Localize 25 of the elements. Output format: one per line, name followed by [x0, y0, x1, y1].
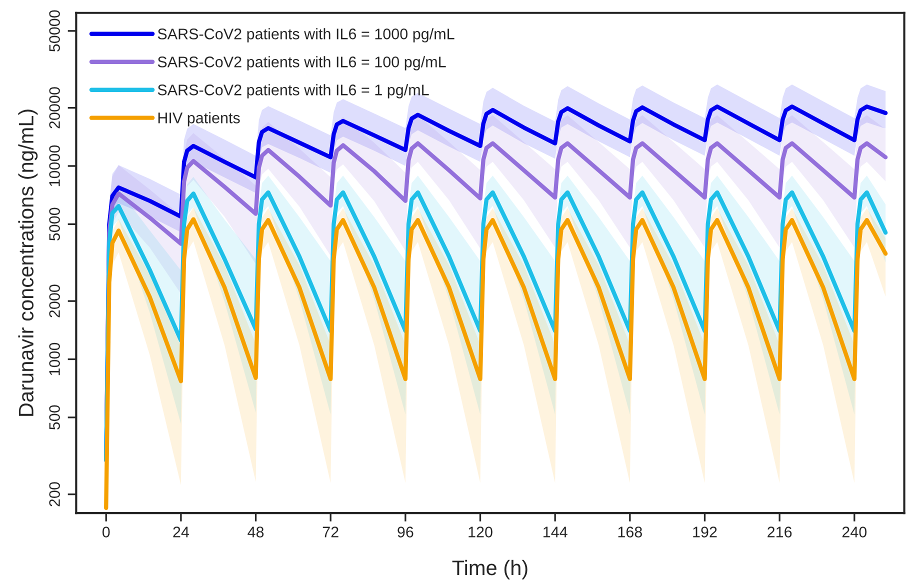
y-tick-label: 500: [49, 405, 60, 430]
x-tick-label: 240: [842, 526, 867, 538]
x-tick-label: 72: [322, 526, 338, 538]
legend-label: HIV patients: [158, 112, 240, 126]
x-tick-label: 48: [248, 526, 264, 538]
x-tick-label: 144: [544, 526, 568, 538]
x-axis-title: Time (h): [452, 560, 528, 580]
y-tick-label: 50000: [49, 10, 60, 52]
x-tick-label: 192: [693, 526, 717, 538]
x-tick-label: 120: [468, 526, 492, 538]
y-tick-label: 20000: [49, 87, 60, 128]
y-axis-title: Darunavir concentrations (ng/mL): [18, 110, 38, 416]
x-tick-label: 216: [768, 526, 792, 538]
x-tick-label: 24: [173, 526, 189, 538]
y-tick-label: 200: [49, 482, 60, 506]
y-tick-label: 5000: [49, 208, 60, 241]
x-tick-label: 96: [398, 526, 414, 538]
legend-label: SARS-CoV2 patients with IL6 = 1 pg/mL: [158, 84, 429, 98]
y-tick-label: 1000: [49, 342, 60, 376]
legend-label: SARS-CoV2 patients with IL6 = 100 pg/mL: [158, 56, 446, 70]
legend-label: SARS-CoV2 patients with IL6 = 1000 pg/mL: [158, 28, 454, 42]
x-tick-label: 168: [618, 526, 642, 538]
y-tick-label: 2000: [49, 284, 60, 318]
y-tick-label: 10000: [49, 145, 60, 186]
x-tick-label: 0: [102, 526, 110, 538]
